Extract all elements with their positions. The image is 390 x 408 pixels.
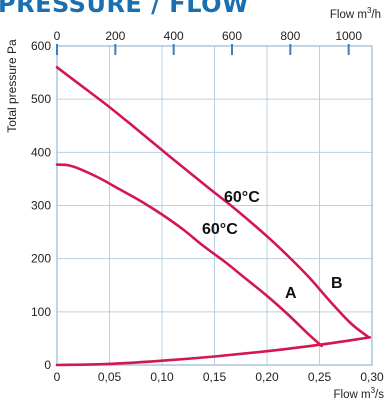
top-tick-label-3: 600 xyxy=(222,29,242,43)
curve-B xyxy=(55,66,371,339)
x-axis-label-text: Flow m xyxy=(334,389,371,401)
x-tick-label-4: 0,20 xyxy=(255,370,279,384)
x-tick-label-0: 0 xyxy=(54,370,61,384)
x-tick-label-6: 0,30 xyxy=(360,370,384,384)
y-tick-label-1: 100 xyxy=(31,305,51,319)
x-tick-label-1: 0,05 xyxy=(98,370,122,384)
top-tick-label-5: 1000 xyxy=(335,29,362,43)
y-tick-label-5: 500 xyxy=(31,92,51,106)
top-tick-label-0: 0 xyxy=(54,29,61,43)
curve-b-label: B xyxy=(331,275,343,292)
x-axis-label-exp: 3 xyxy=(371,386,376,395)
top-tick-label-4: 800 xyxy=(280,29,300,43)
x-tick-label-3: 0,15 xyxy=(203,370,227,384)
grid-lines xyxy=(57,46,372,365)
y-axis-label: Total pressure Pa xyxy=(5,39,19,133)
x-tick-label-5: 0,25 xyxy=(308,370,332,384)
curve-b-temperature-label: 60°C xyxy=(224,189,260,206)
x-axis-label-unit: /s xyxy=(375,389,384,401)
top-tick-label-2: 400 xyxy=(164,29,184,43)
y-tick-label-2: 200 xyxy=(31,252,51,266)
top-axis-label: Flow m3/h xyxy=(330,6,381,21)
x-tick-label-2: 0,10 xyxy=(150,370,174,384)
y-tick-label-0: 0 xyxy=(44,358,51,372)
page-title: PRESSURE / FLOW xyxy=(0,0,250,18)
top-axis-ticks xyxy=(56,44,350,55)
top-axis-label-exp: 3 xyxy=(367,6,372,15)
top-axis-label-text: Flow m xyxy=(330,9,367,21)
top-axis-label-unit: /h xyxy=(371,9,381,21)
top-tick-label-1: 200 xyxy=(105,29,125,43)
curve-A xyxy=(55,163,323,348)
plot-frame xyxy=(56,45,373,366)
curve-a-label: A xyxy=(285,285,297,302)
y-tick-label-6: 600 xyxy=(31,39,51,53)
x-axis-label: Flow m3/s xyxy=(334,386,385,401)
curve-system xyxy=(55,336,372,367)
y-tick-label-3: 300 xyxy=(31,199,51,213)
curve-a-temperature-label: 60°C xyxy=(202,221,238,238)
y-tick-label-4: 400 xyxy=(31,145,51,159)
curves xyxy=(55,66,372,367)
